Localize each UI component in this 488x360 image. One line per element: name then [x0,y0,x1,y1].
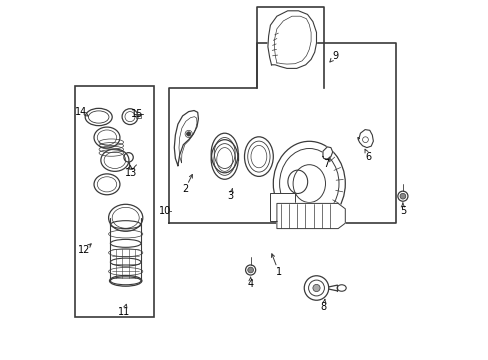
Text: 13: 13 [125,168,137,178]
Text: 3: 3 [227,191,233,201]
Text: 1: 1 [275,267,281,277]
Ellipse shape [273,141,345,226]
Text: 9: 9 [332,51,338,61]
Circle shape [186,132,190,136]
Text: 12: 12 [78,245,90,255]
Text: 2: 2 [182,184,188,194]
Text: 15: 15 [131,109,143,119]
Ellipse shape [244,137,273,176]
Text: 7: 7 [323,159,329,169]
Bar [269,193,294,221]
Circle shape [247,267,253,273]
Text: 14: 14 [75,107,87,117]
Text: 11: 11 [118,307,130,317]
Circle shape [312,284,320,292]
Polygon shape [267,11,316,68]
Text: 6: 6 [365,152,371,162]
Polygon shape [276,203,345,229]
Circle shape [399,193,405,199]
Text: 8: 8 [320,302,326,312]
Text: 10: 10 [158,206,170,216]
Polygon shape [322,147,332,159]
Bar [75,86,153,317]
Text: 5: 5 [399,206,405,216]
Polygon shape [357,130,373,148]
Text: 4: 4 [247,279,253,289]
Polygon shape [174,111,198,166]
Bar [136,115,141,118]
